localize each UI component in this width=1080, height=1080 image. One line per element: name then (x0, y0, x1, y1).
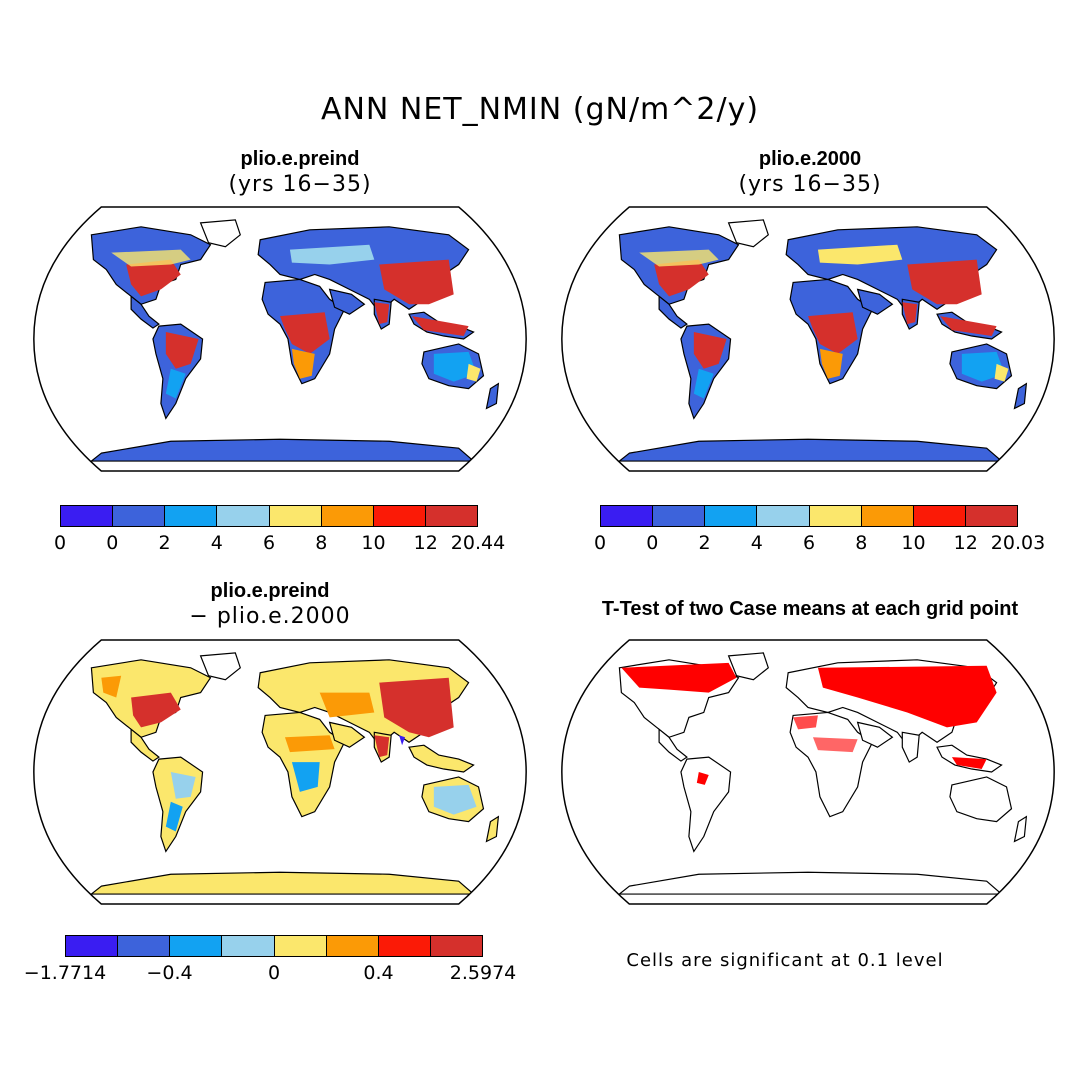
colorbar-swatch (66, 936, 119, 956)
colorbar-swatch (653, 506, 706, 526)
colorbar-swatch (170, 936, 223, 956)
tick-label: 0 (53, 532, 67, 554)
tick-label: 0 (106, 532, 119, 554)
tick-label: 12 (953, 532, 978, 554)
colorbar-swatch (425, 506, 477, 526)
colorbar-swatch (165, 506, 218, 526)
significance-note: Cells are significant at 0.1 level (626, 950, 944, 971)
tick-label: 6 (262, 532, 276, 554)
tick-label: 20.44 (450, 532, 506, 554)
tick-label: 2.5974 (449, 962, 517, 984)
tick-label: 4 (750, 532, 763, 554)
tick-label: 2 (158, 532, 171, 554)
tick-label: 20.03 (990, 532, 1046, 554)
map-bottom-right (561, 639, 1055, 905)
colorbar-swatch (222, 936, 275, 956)
colorbar-ticks-top-left: 0 0 2 4 6 8 10 12 20.44 (54, 532, 505, 556)
colorbar-swatch (326, 936, 379, 956)
colorbar-swatch (965, 506, 1017, 526)
tick-label: 8 (315, 532, 328, 554)
map-top-right (561, 206, 1055, 472)
colorbar-swatch (274, 936, 327, 956)
colorbar-swatch (378, 936, 431, 956)
colorbar-swatch (113, 506, 166, 526)
colorbar-swatch (705, 506, 758, 526)
map-top-left (33, 206, 527, 472)
tick-label: 0.4 (363, 962, 394, 984)
colorbar-ticks-top-right: 0 0 2 4 6 8 10 12 20.03 (594, 532, 1045, 556)
tick-label: 8 (855, 532, 868, 554)
figure-title: ANN NET_NMIN (gN/m^2/y) (320, 92, 760, 127)
colorbar-ticks-bottom-left: −1.7714 −0.4 0 0.4 2.5974 (24, 962, 516, 986)
colorbar-swatch (373, 506, 426, 526)
colorbar-swatch (61, 506, 114, 526)
tick-label: 12 (413, 532, 438, 554)
colorbar-swatch (217, 506, 270, 526)
warm-region-overlay (111, 244, 481, 399)
difference-overlay (101, 675, 477, 832)
tick-label: 10 (901, 532, 926, 554)
tick-label: 0 (593, 532, 607, 554)
panel-title-bottom-left: plio.e.preind (210, 580, 330, 602)
colorbar-swatch (861, 506, 914, 526)
tick-label: 6 (802, 532, 816, 554)
tick-label: 10 (361, 532, 386, 554)
panel-title-top-right: plio.e.2000 (758, 148, 862, 170)
colorbar-top-right (600, 505, 1018, 527)
tick-label: 0 (646, 532, 659, 554)
tick-label: −0.4 (146, 962, 193, 984)
colorbar-swatch (913, 506, 966, 526)
colorbar-swatch (430, 936, 482, 956)
panel-subtitle-top-right: (yrs 16−35) (738, 172, 882, 197)
panel-subtitle-top-left: (yrs 16−35) (228, 172, 372, 197)
tick-label: 0 (267, 962, 281, 984)
tick-label: 4 (210, 532, 223, 554)
colorbar-swatch (118, 936, 171, 956)
tick-label: 2 (698, 532, 711, 554)
colorbar-swatch (269, 506, 322, 526)
colorbar-swatch (809, 506, 862, 526)
warm-region-overlay (639, 244, 1009, 399)
colorbar-swatch (321, 506, 374, 526)
panel-title-top-left: plio.e.preind (240, 148, 360, 170)
significance-overlay (621, 662, 997, 785)
colorbar-top-left (60, 505, 478, 527)
tick-label: −1.7714 (23, 962, 107, 984)
colorbar-swatch (601, 506, 654, 526)
colorbar-bottom-left (65, 935, 483, 957)
colorbar-swatch (757, 506, 810, 526)
panel-subtitle-bottom-left: − plio.e.2000 (189, 604, 351, 629)
panel-title-bottom-right: T-Test of two Case means at each grid po… (601, 598, 1019, 620)
map-bottom-left (33, 639, 527, 905)
